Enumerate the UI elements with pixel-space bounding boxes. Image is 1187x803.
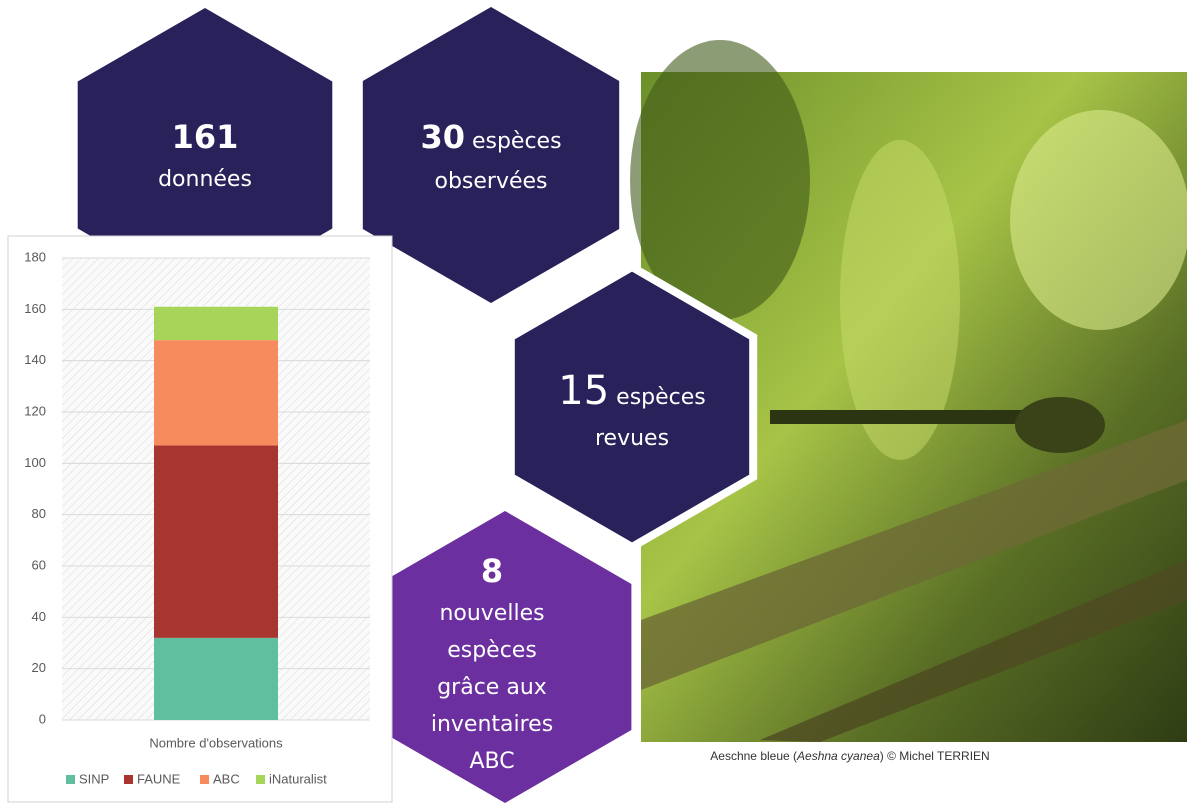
y-tick-label: 140: [24, 352, 46, 367]
hex-text: ABC: [469, 749, 514, 774]
caption-species: Aeshna cyanea: [796, 749, 880, 763]
hex-number: 8: [481, 552, 503, 590]
bar-segment: [154, 638, 278, 720]
bar-segment: [154, 445, 278, 638]
y-tick-label: 80: [32, 506, 46, 521]
hex-text: revues: [595, 426, 669, 451]
y-tick-label: 40: [32, 609, 46, 624]
hex-text: espèces: [472, 129, 562, 154]
legend-label: FAUNE: [137, 771, 181, 786]
y-tick-label: 0: [39, 711, 46, 726]
legend-label: SINP: [79, 771, 109, 786]
bar-segment: [154, 307, 278, 340]
hex-text: observées: [434, 169, 547, 194]
infographic: 161 données 30 espèces observées 15 espè…: [0, 0, 1187, 803]
legend-swatch: [200, 775, 209, 784]
photo-caption: Aeschne bleue (Aeshna cyanea) © Michel T…: [710, 749, 989, 763]
y-tick-label: 100: [24, 455, 46, 470]
legend-label: ABC: [213, 771, 240, 786]
caption-credit: ) © Michel TERRIEN: [880, 749, 990, 763]
hex-text: inventaires: [431, 712, 553, 737]
bar-segment: [154, 340, 278, 445]
y-tick-label: 180: [24, 249, 46, 264]
hex-number: 161: [172, 118, 239, 156]
hex-text: nouvelles: [439, 601, 544, 626]
caption-text: Aeschne bleue (: [710, 749, 797, 763]
legend-swatch: [256, 775, 265, 784]
legend-label: iNaturalist: [269, 771, 327, 786]
hex-number: 30: [420, 118, 465, 156]
hex-text: espèces: [447, 638, 537, 663]
hexagon: [363, 7, 619, 303]
hex-text: espèces: [616, 385, 706, 410]
x-tick-label: Nombre d'observations: [149, 735, 283, 750]
y-tick-label: 120: [24, 403, 46, 418]
chart-panel: 0 20 40 60 80 100 120 140 160 180 Nombre d'observa…: [8, 236, 392, 802]
hex-text: données: [158, 167, 252, 192]
legend-swatch: [66, 775, 75, 784]
y-tick-label: 160: [24, 301, 46, 316]
y-tick-label: 20: [32, 660, 46, 675]
hex-text: grâce aux: [437, 675, 547, 700]
hex-number: 15: [558, 368, 609, 414]
y-tick-label: 60: [32, 557, 46, 572]
legend-swatch: [124, 775, 133, 784]
